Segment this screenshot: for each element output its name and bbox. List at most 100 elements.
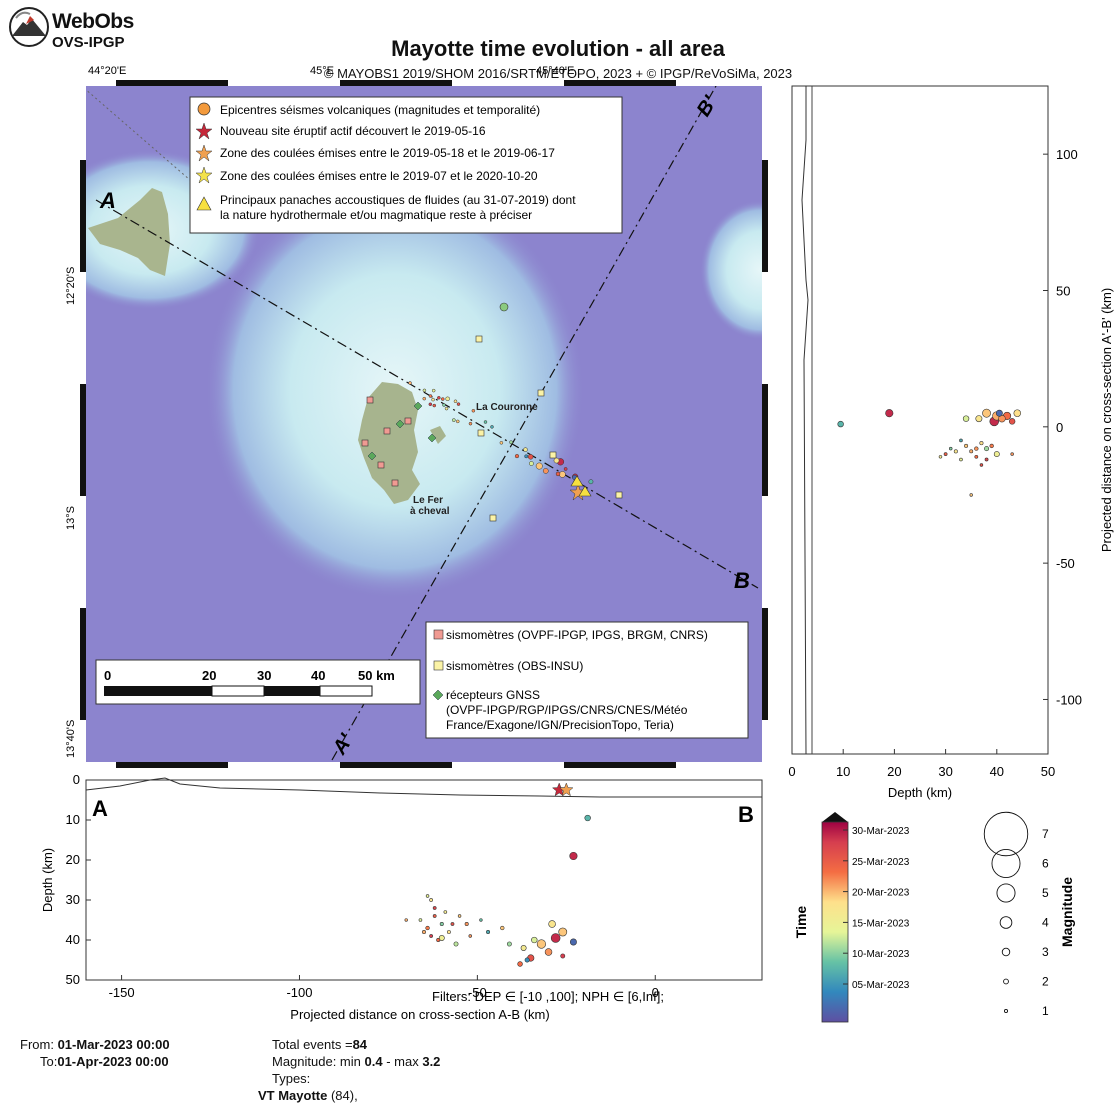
mag-min: 0.4	[364, 1054, 383, 1069]
bottom-event-point	[438, 935, 445, 941]
magnitude-circle	[983, 811, 1029, 857]
bottom-event-point	[418, 918, 423, 922]
legend-gnss: récepteurs GNSS	[446, 688, 540, 702]
scale-label-30: 30	[257, 668, 271, 683]
obs-marker	[537, 389, 545, 397]
seismometer-marker	[361, 439, 369, 447]
bottom-event-point	[560, 953, 566, 959]
section-line-ab	[95, 199, 759, 589]
obs-marker	[549, 451, 557, 459]
right-x-tick-label: 40	[990, 764, 1004, 779]
magnitude-label: Magnitude: min	[272, 1054, 361, 1069]
total-value: 84	[352, 1037, 368, 1052]
right-event-point	[989, 443, 994, 449]
colorbar-label: 25-Mar-2023	[852, 857, 910, 868]
right-points	[837, 408, 1022, 497]
from-line: From: 01-Mar-2023 00:00	[20, 1036, 170, 1053]
scale-bar-box	[95, 659, 421, 705]
place-label-a-cheval: à cheval	[410, 506, 450, 517]
map-epicenter	[471, 408, 476, 413]
map-epicenter	[535, 462, 543, 470]
right-event-point	[1008, 418, 1016, 425]
map-legend-box	[189, 96, 623, 234]
legend-item-flow-2019: Zone des coulées émises entre le 2019-05…	[220, 146, 555, 160]
magnitude-label: 3	[1042, 945, 1049, 959]
magnitude-label: 2	[1042, 975, 1049, 989]
bottom-event-point	[436, 937, 441, 943]
obs-marker	[615, 491, 623, 499]
bottom-event-point	[569, 851, 578, 861]
map-epicenter	[524, 454, 529, 459]
bottom-event-point	[506, 941, 512, 947]
right-event-point	[837, 420, 844, 428]
bottom-bathymetry-line	[85, 777, 762, 798]
seismometer-legend-icon	[433, 629, 444, 640]
right-event-point	[943, 452, 948, 456]
obs-marker	[489, 514, 497, 522]
map-epicenter	[428, 394, 433, 398]
volcano-logo-icon	[9, 7, 49, 47]
mayotte-island	[358, 382, 420, 504]
right-plot-frame	[791, 85, 1049, 755]
scale-bar	[104, 685, 373, 697]
bottom-y-label: Depth (km)	[40, 848, 55, 912]
map-epicenter	[422, 388, 427, 393]
map-epicenter	[428, 402, 433, 407]
from-value: 01-Mar-2023 00:00	[57, 1037, 170, 1052]
map-epicenters	[408, 381, 594, 485]
bottom-x-tick-label: -150	[109, 985, 135, 1000]
right-event-point	[1013, 409, 1022, 417]
anjouan-island	[88, 188, 170, 276]
to-label: To:	[40, 1054, 58, 1069]
plume-triangle-icon	[196, 196, 212, 211]
right-x-tick-label: 20	[887, 764, 901, 779]
bottom-label-a: A	[92, 796, 108, 821]
gnss-legend-icon	[432, 689, 444, 701]
bottom-event-point	[425, 894, 430, 898]
bottom-event-point	[457, 914, 462, 918]
map-epicenter	[444, 406, 449, 411]
gnss-marker	[427, 433, 437, 443]
bottom-event-point	[524, 957, 530, 963]
to-line: To:01-Apr-2023 00:00	[40, 1053, 169, 1070]
bottom-event-point	[432, 906, 437, 910]
bottom-points	[404, 782, 591, 967]
right-event-point	[984, 446, 990, 452]
types-label: Types:	[272, 1071, 311, 1086]
stations-legend-box	[425, 621, 749, 739]
bottom-event-point	[536, 939, 546, 949]
magnitude-label: 6	[1042, 857, 1049, 871]
right-event-point	[979, 463, 984, 467]
map-epicenter	[483, 420, 488, 424]
right-event-point	[975, 415, 983, 423]
map-top-tick-0: 44°20'E	[88, 65, 126, 77]
right-event-point	[959, 457, 963, 462]
map-epicenter	[445, 396, 450, 402]
map-stations	[361, 302, 623, 522]
bottom-event-point	[486, 929, 491, 935]
magnitude-circle	[1003, 978, 1009, 985]
right-x-tick-label: 30	[938, 764, 952, 779]
right-event-point	[969, 449, 974, 454]
bottom-event-point	[429, 898, 433, 902]
colorbar-label: 15-Mar-2023	[852, 918, 910, 929]
gnss-marker	[413, 401, 423, 411]
right-y-tick-label: 0	[1056, 420, 1063, 435]
bottom-y-tick-label: 40	[66, 932, 80, 947]
map-epicenter	[527, 454, 534, 460]
webobs-logo: WebObs OVS-IPGP	[8, 6, 148, 56]
colorbar-label: 05-Mar-2023	[852, 980, 910, 991]
right-event-point	[962, 415, 970, 422]
map-left-tick-2: 13°40'S	[65, 720, 77, 758]
place-label-le-fer: Le Fer	[413, 495, 443, 506]
east-shelf	[700, 200, 762, 340]
right-y-label: Projected distance on cross-section A'-B…	[1099, 288, 1114, 552]
right-event-point	[995, 409, 1003, 417]
bottom-event-point	[548, 920, 556, 928]
right-event-point	[974, 446, 979, 451]
logo-title: WebObs	[52, 10, 134, 33]
bottom-event-point	[517, 961, 523, 967]
legend-item-plumes: Principaux panaches accoustiques de flui…	[220, 193, 576, 207]
